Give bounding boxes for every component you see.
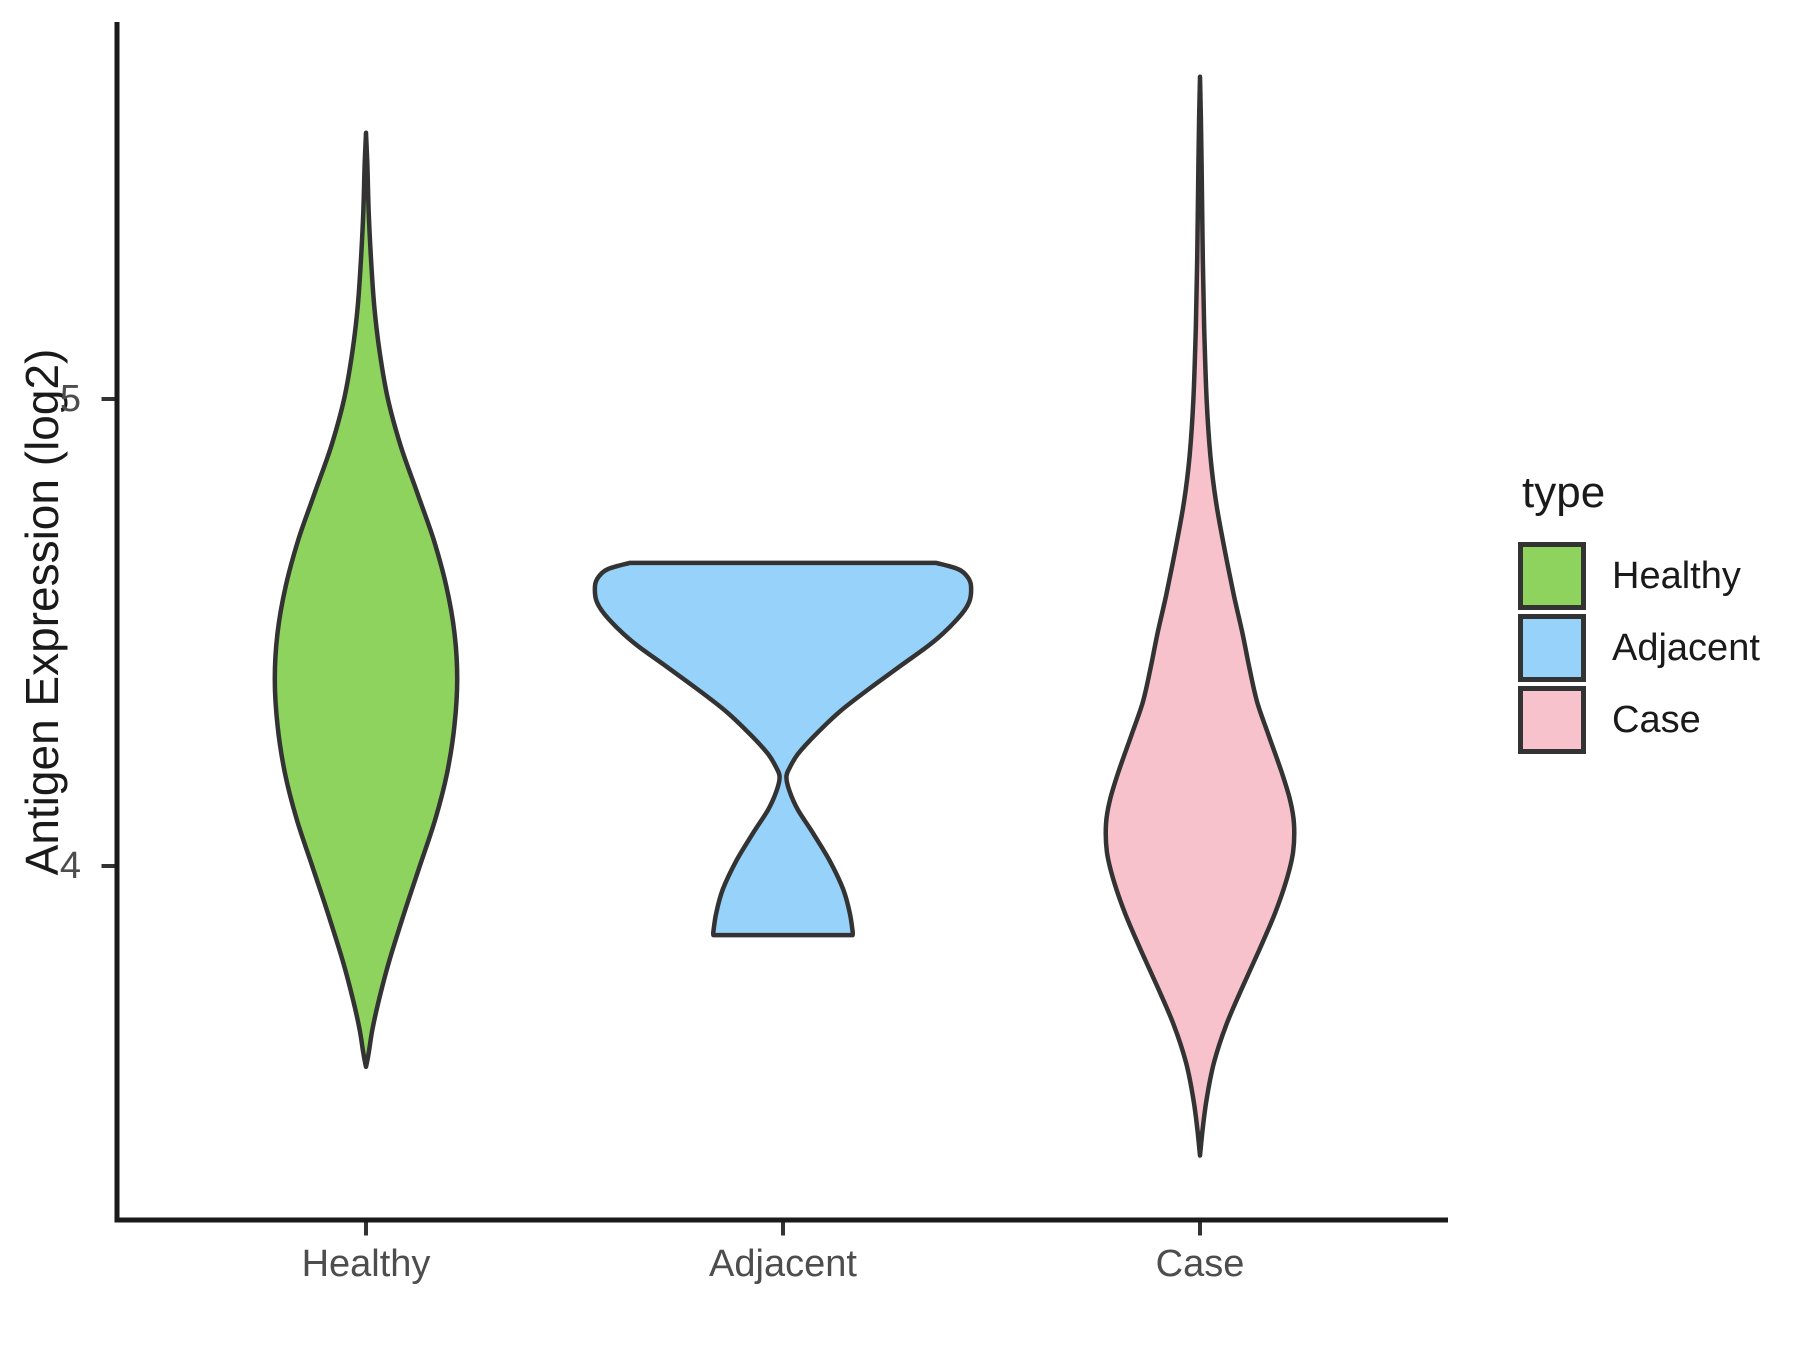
legend: type Healthy Adjacent Case xyxy=(1518,468,1760,754)
x-tick-label-case: Case xyxy=(1155,1243,1245,1285)
legend-swatch-adjacent xyxy=(1518,614,1586,682)
legend-swatch-healthy xyxy=(1518,542,1586,610)
legend-label: Adjacent xyxy=(1612,626,1760,669)
legend-item-healthy: Healthy xyxy=(1518,542,1760,610)
violin-adjacent xyxy=(592,560,974,938)
y-tick-label-5: 5 xyxy=(59,378,81,420)
legend-items: Healthy Adjacent Case xyxy=(1518,542,1760,754)
violin-case xyxy=(1103,74,1297,1158)
violin-healthy xyxy=(272,130,460,1070)
legend-item-case: Case xyxy=(1518,686,1760,754)
y-axis-title: Antigen Expression (log2) xyxy=(16,348,68,876)
y-tick-label-4: 4 xyxy=(59,845,81,887)
x-tick-label-healthy: Healthy xyxy=(301,1243,431,1285)
legend-item-adjacent: Adjacent xyxy=(1518,614,1760,682)
legend-title: type xyxy=(1522,468,1606,517)
legend-swatch-case xyxy=(1518,686,1586,754)
legend-label: Case xyxy=(1612,698,1701,741)
x-tick-label-adjacent: Adjacent xyxy=(709,1243,857,1285)
legend-label: Healthy xyxy=(1612,554,1741,597)
